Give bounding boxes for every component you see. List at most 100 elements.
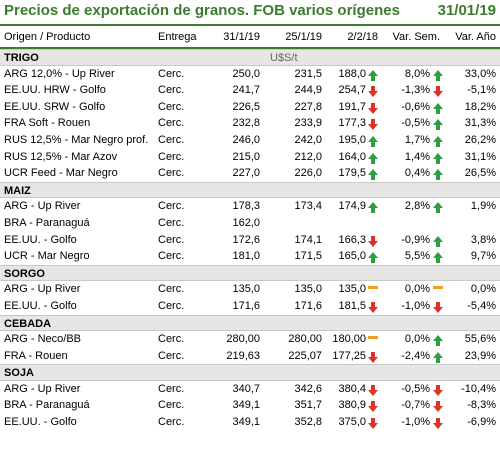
week-trend-icon-box [368,248,380,264]
price-current-cell: 349,1 [232,416,260,429]
arrow-up-icon [433,152,443,164]
price-prev-week-cell: 226,0 [294,167,322,180]
week-trend-icon-box [368,99,380,115]
origin-cell: FRA - Rouen [4,349,68,362]
table-row: ARG - Up River Cerc. 135,0 135,0 135,0 0,0% 0,… [0,281,500,298]
price-prev-year-cell: 188,0 [338,67,366,80]
price-prev-year-cell: 177,3 [338,117,366,130]
table-row: FRA Soft - Rouen Cerc. 232,8 233,9 177,3 -0,5… [0,115,500,132]
section-header: TRIGO U$S/t [0,49,500,66]
origin-cell: UCR Feed - Mar Negro [4,167,118,180]
price-prev-year-cell: 164,0 [338,150,366,163]
price-prev-week-cell: 171,6 [294,299,322,312]
table-row: BRA - Paranaguá Cerc. 162,0 [0,215,500,232]
table-row: UCR Feed - Mar Negro Cerc. 227,0 226,0 179,5… [0,165,500,182]
var-year-cell: 1,9% [470,200,496,213]
arrow-up-icon [368,252,378,264]
price-current-cell: 340,7 [232,382,260,395]
origin-cell: RUS 12,5% - Mar Azov [4,150,118,163]
price-prev-week-cell: 225,07 [288,349,322,362]
arrow-up-icon [433,69,443,81]
origin-cell: EE.UU. HRW - Golfo [4,84,106,97]
delivery-cell: Cerc. [158,167,185,180]
var-week-cell: -0,7% [401,399,430,412]
arrow-up-icon [433,351,443,363]
week-trend-icon-box [368,149,380,165]
var-week-cell: 8,0% [404,67,430,80]
delivery-cell: Cerc. [158,399,185,412]
origin-cell: RUS 12,5% - Mar Negro prof. [4,133,149,146]
delivery-cell: Cerc. [158,333,185,346]
arrow-up-icon [433,202,443,214]
delivery-cell: Cerc. [158,299,185,312]
var-year-cell: 31,3% [464,117,496,130]
table-row: ARG - Up River Cerc. 340,7 342,6 380,4 -0,5% -… [0,381,500,398]
year-trend-icon-box [433,82,445,98]
price-prev-year-cell: 375,0 [338,416,366,429]
var-week-cell: 1,4% [404,150,430,163]
section-header: CEBADA [0,314,500,332]
var-year-cell: -8,3% [467,399,496,412]
price-current-cell: 232,8 [232,117,260,130]
price-current-cell: 181,0 [232,250,260,263]
price-prev-year-cell: 254,7 [338,84,366,97]
price-prev-week-cell: 342,6 [294,382,322,395]
arrow-up-icon [368,202,378,214]
delivery-cell: Cerc. [158,84,185,97]
delivery-cell: Cerc. [158,200,185,213]
week-trend-icon-box [368,348,380,364]
week-trend-icon-box [368,82,380,98]
col-date1-header: 31/1/19 [223,31,260,43]
year-trend-icon-box [433,165,445,181]
delivery-cell: Cerc. [158,117,185,130]
arrow-up-icon [433,335,443,347]
price-prev-week-cell: 227,8 [294,100,322,113]
price-prev-week-cell: 352,8 [294,416,322,429]
delivery-cell: Cerc. [158,233,185,246]
table-row: EE.UU. - Golfo Cerc. 171,6 171,6 181,5 -1,0% -… [0,298,500,315]
week-trend-icon-box [368,66,380,82]
var-year-cell: -5,4% [467,299,496,312]
var-year-cell: 26,2% [464,133,496,146]
price-current-cell: 162,0 [232,216,260,229]
year-trend-icon-box [433,381,445,397]
origin-cell: ARG - Up River [4,283,81,296]
year-trend-icon-box [433,215,445,231]
price-current-cell: 227,0 [232,167,260,180]
year-trend-icon-box [433,198,445,214]
var-year-cell: 31,1% [464,150,496,163]
price-current-cell: 250,0 [232,67,260,80]
price-current-cell: 349,1 [232,399,260,412]
price-prev-year-cell: 380,9 [338,399,366,412]
arrow-down-icon [433,401,443,413]
week-trend-icon-box [368,115,380,131]
no-change-icon [433,286,443,290]
table-row: ARG 12,0% - Up River Cerc. 250,0 231,5 188,0… [0,66,500,83]
year-trend-icon-box [433,66,445,82]
arrow-up-icon [368,169,378,181]
table-row: BRA - Paranaguá Cerc. 349,1 351,7 380,9 -0,7%… [0,397,500,414]
price-table: TRIGO U$S/t ARG 12,0% - Up River Cerc. 250,0… [0,49,500,431]
arrow-up-icon [368,135,378,147]
week-trend-icon-box [368,298,380,314]
price-prev-week-cell: 171,5 [294,250,322,263]
week-trend-icon-box [368,198,380,214]
year-trend-icon-box [433,248,445,264]
column-header-row: Origen / Producto Entrega 31/1/19 25/1/1… [0,27,500,49]
price-current-cell: 246,0 [232,133,260,146]
var-year-cell: 26,5% [464,167,496,180]
arrow-down-icon [368,301,378,313]
var-week-cell: -0,5% [401,117,430,130]
var-week-cell: 1,7% [404,133,430,146]
year-trend-icon-box [433,149,445,165]
arrow-down-icon [433,86,443,98]
price-prev-week-cell: 173,4 [294,200,322,213]
delivery-cell: Cerc. [158,382,185,395]
delivery-cell: Cerc. [158,150,185,163]
origin-cell: EE.UU. SRW - Golfo [4,100,106,113]
price-current-cell: 135,0 [232,283,260,296]
table-row: UCR - Mar Negro Cerc. 181,0 171,5 165,0 5,5% 9… [0,248,500,265]
arrow-down-icon [368,351,378,363]
arrow-up-icon [368,69,378,81]
price-current-cell: 178,3 [232,200,260,213]
